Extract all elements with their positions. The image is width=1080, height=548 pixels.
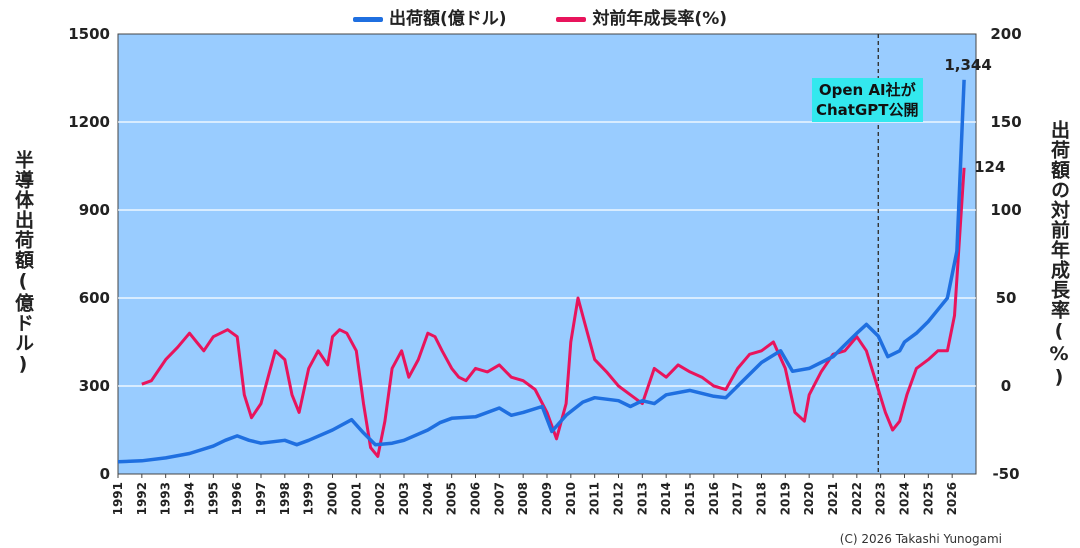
growth-end-label: 124 [974, 158, 1005, 176]
x-tick-label: 2025 [921, 482, 935, 515]
legend-swatch-shipments [352, 16, 383, 22]
x-tick-label: 2014 [659, 482, 673, 515]
x-tick-label: 2010 [564, 482, 578, 515]
x-tick-label: 2026 [945, 482, 959, 515]
x-tick-label: 2006 [469, 482, 483, 515]
x-tick-label: 2020 [802, 482, 816, 515]
x-tick-label: 2001 [349, 482, 363, 515]
x-tick-label: 2024 [898, 482, 912, 515]
y-left-tick-label: 1500 [68, 25, 110, 43]
x-tick-label: 2009 [540, 482, 554, 515]
x-tick-label: 2015 [683, 482, 697, 515]
left-axis-label: 半導体出荷額(億ドル) [12, 150, 34, 376]
legend-item-growth: 対前年成長率(%) [556, 4, 727, 29]
x-tick-label: 2018 [755, 482, 769, 515]
shipments-line [117, 79, 966, 464]
y-left-tick-label: 300 [79, 377, 110, 395]
x-tick-label: 2019 [778, 482, 792, 515]
y-left-tick-label: 0 [100, 465, 110, 483]
y-right-tick-label: 0 [1001, 377, 1011, 395]
x-tick-label: 2007 [492, 482, 506, 515]
annotation-line2: ChatGPT公開 [816, 101, 919, 119]
y-right-tick-label: -50 [992, 465, 1019, 483]
y-left-tick-label: 600 [79, 289, 110, 307]
legend: 出荷額(億ドル) 対前年成長率(%) [0, 4, 1080, 29]
y-left-tick-label: 900 [79, 201, 110, 219]
legend-swatch-growth [556, 16, 587, 22]
x-tick-label: 2008 [516, 482, 530, 515]
legend-item-shipments: 出荷額(億ドル) [352, 4, 507, 29]
growth-rate-line [141, 167, 966, 458]
x-tick-label: 2016 [707, 482, 721, 515]
right-axis-label: 出荷額の対前年成長率(%) [1048, 120, 1070, 389]
x-tick-label: 2004 [421, 482, 435, 515]
y-right-tick-label: 100 [990, 201, 1021, 219]
x-tick-label: 1996 [230, 482, 244, 515]
x-tick-label: 1995 [206, 482, 220, 515]
y-right-tick-label: 200 [990, 25, 1021, 43]
x-tick-label: 1992 [135, 482, 149, 515]
x-tick-label: 2005 [445, 482, 459, 515]
x-tick-label: 1997 [254, 482, 268, 515]
x-tick-label: 2003 [397, 482, 411, 515]
x-tick-label: 1998 [278, 482, 292, 515]
x-tick-label: 2012 [612, 482, 626, 515]
annotation-line1: Open AI社が [818, 81, 916, 99]
legend-label-shipments: 出荷額(億ドル) [388, 9, 507, 29]
copyright-credit: (C) 2026 Takashi Yunogami [839, 532, 1002, 546]
x-tick-label: 2021 [826, 482, 840, 515]
x-tick-label: 2002 [373, 482, 387, 515]
x-tick-label: 1993 [159, 482, 173, 515]
y-left-tick-label: 1200 [68, 113, 110, 131]
y-right-tick-label: 150 [990, 113, 1021, 131]
x-tick-label: 1991 [111, 482, 125, 515]
x-tick-label: 1999 [302, 482, 316, 515]
y-right-tick-label: 50 [996, 289, 1017, 307]
chatgpt-annotation: Open AI社が ChatGPT公開 [812, 78, 923, 122]
legend-label-growth: 対前年成長率(%) [592, 9, 728, 29]
x-tick-label: 2011 [588, 482, 602, 515]
x-tick-label: 1994 [183, 482, 197, 515]
x-tick-label: 2022 [850, 482, 864, 515]
x-tick-label: 2000 [326, 482, 340, 515]
x-tick-label: 2017 [731, 482, 745, 515]
shipments-end-label: 1,344 [944, 56, 991, 74]
x-tick-label: 2023 [874, 482, 888, 515]
x-tick-label: 2013 [635, 482, 649, 515]
